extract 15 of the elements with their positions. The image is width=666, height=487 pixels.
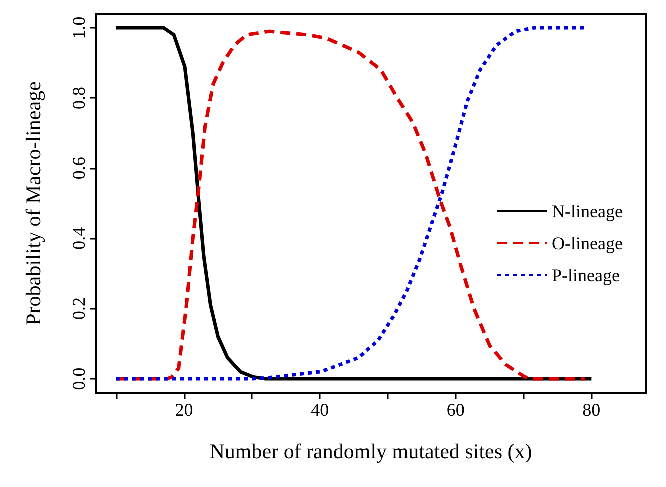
y-tick-label: 0.6: [69, 157, 89, 180]
x-axis-title: Number of randomly mutated sites (x): [210, 440, 532, 464]
y-tick-label: 1.0: [69, 16, 89, 40]
x-tick-label: 60: [446, 400, 465, 420]
legend-label: N-lineage: [552, 202, 624, 222]
y-tick-label: 0.0: [69, 368, 89, 390]
x-tick-label: 40: [311, 400, 330, 420]
y-tick-label: 0.4: [69, 227, 89, 250]
y-axis-title: Probability of Macro-lineage: [22, 82, 46, 326]
legend-label: O-lineage: [552, 234, 624, 254]
legend-label: P-lineage: [552, 266, 620, 286]
x-tick-label: 80: [582, 400, 601, 420]
y-tick-label: 0.2: [69, 298, 89, 320]
x-tick-label: 20: [175, 400, 194, 420]
y-tick-label: 0.8: [69, 86, 89, 110]
